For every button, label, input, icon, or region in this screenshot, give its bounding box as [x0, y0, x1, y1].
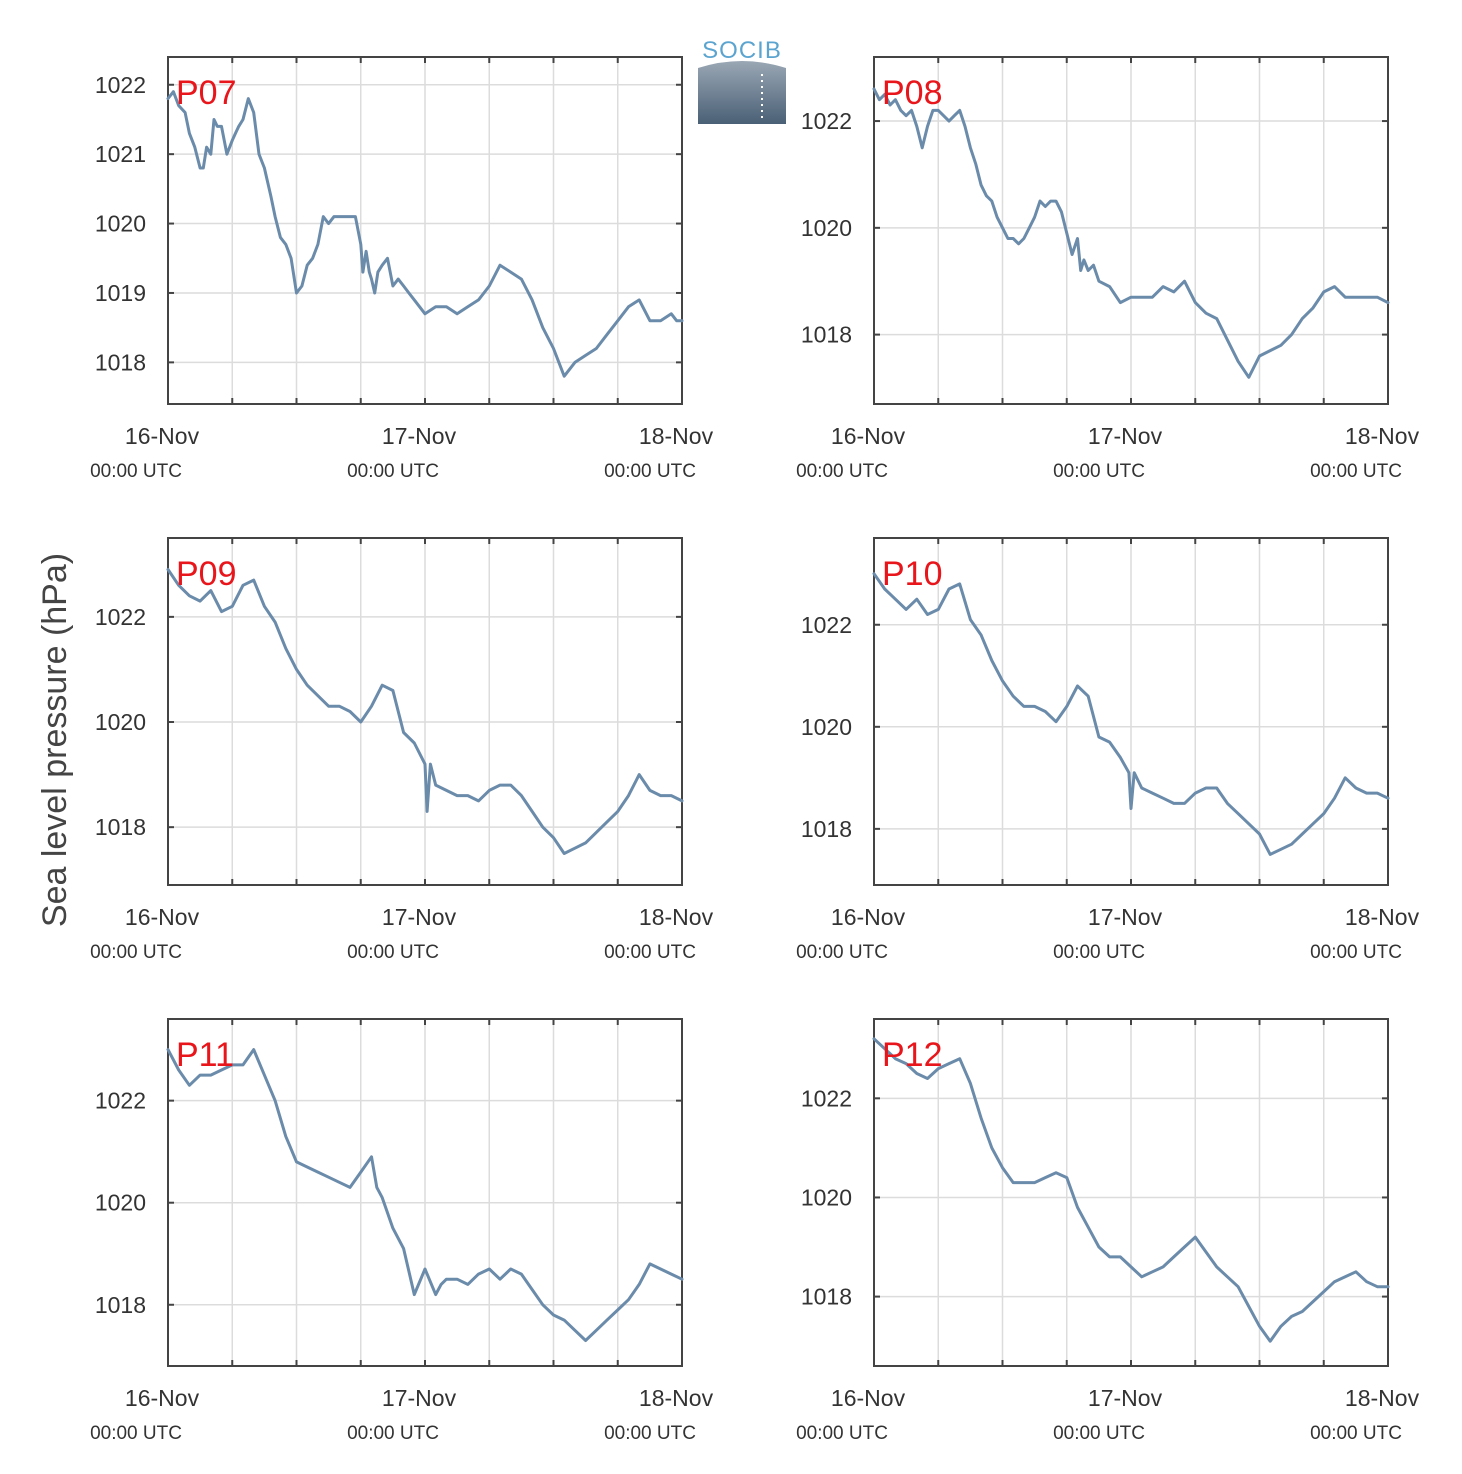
y-tick-label: 1020: [801, 215, 852, 241]
station-label: P07: [176, 74, 237, 112]
station-label: P08: [882, 74, 943, 112]
station-label: P12: [882, 1036, 943, 1074]
y-tick-label: 1021: [95, 141, 146, 167]
x-tick-time-label: 00:00 UTC: [1053, 942, 1145, 963]
x-tick-date-label: 17-Nov: [1088, 1385, 1163, 1411]
station-label: P09: [176, 555, 237, 593]
y-tick-label: 1018: [801, 322, 852, 348]
x-tick-time-label: 00:00 UTC: [604, 942, 696, 963]
x-tick-time-label: 00:00 UTC: [90, 1423, 182, 1444]
x-tick-time-label: 00:00 UTC: [796, 1423, 888, 1444]
pressure-series-line: [872, 1037, 1390, 1343]
x-tick-date-label: 17-Nov: [382, 904, 457, 930]
x-tick-date-label: 17-Nov: [1088, 904, 1163, 930]
chart-panel-p12: 1018 1020 1022 16-Nov 00:00 UTC 17-Nov 00:00 U…: [796, 1018, 1420, 1444]
pressure-series-line: [166, 90, 684, 378]
logo-wave-shape: [698, 61, 786, 124]
x-tick-date-label: 16-Nov: [831, 904, 906, 930]
x-tick-date-label: 18-Nov: [639, 1385, 714, 1411]
y-tick-label: 1022: [95, 72, 146, 98]
y-tick-label: 1018: [801, 1284, 852, 1310]
x-tick-time-label: 00:00 UTC: [1310, 942, 1402, 963]
y-tick-label: 1018: [801, 816, 852, 842]
pressure-series-line: [872, 87, 1390, 379]
x-tick-date-label: 18-Nov: [1345, 904, 1420, 930]
y-tick-label: 1022: [95, 604, 146, 630]
chart-panel-p07: 1018 1019 1020 1021 1022 16-Nov 00:00 UTC 17-No…: [90, 56, 714, 482]
x-tick-time-label: 00:00 UTC: [90, 461, 182, 482]
x-tick-time-label: 00:00 UTC: [1310, 461, 1402, 482]
y-tick-label: 1020: [801, 1184, 852, 1210]
x-tick-time-label: 00:00 UTC: [347, 1423, 439, 1444]
x-tick-date-label: 17-Nov: [382, 423, 457, 449]
x-tick-time-label: 00:00 UTC: [1053, 1423, 1145, 1444]
chart-panel-p08: 1018 1020 1022 16-Nov 00:00 UTC 17-Nov 00:00 U…: [796, 56, 1420, 482]
station-label: P11: [176, 1036, 234, 1074]
y-tick-label: 1022: [95, 1088, 146, 1114]
y-tick-label: 1022: [801, 612, 852, 638]
x-tick-date-label: 18-Nov: [639, 423, 714, 449]
y-tick-label: 1020: [95, 1190, 146, 1216]
station-label: P10: [882, 555, 943, 593]
x-tick-date-label: 18-Nov: [639, 904, 714, 930]
x-tick-date-label: 16-Nov: [831, 1385, 906, 1411]
pressure-series-line: [166, 568, 684, 855]
x-tick-time-label: 00:00 UTC: [347, 461, 439, 482]
x-tick-date-label: 16-Nov: [125, 1385, 200, 1411]
y-tick-label: 1022: [801, 1085, 852, 1111]
x-tick-date-label: 18-Nov: [1345, 423, 1420, 449]
y-tick-label: 1018: [95, 814, 146, 840]
y-tick-label: 1018: [95, 1292, 146, 1318]
chart-panel-p11: 1018 1020 1022 16-Nov 00:00 UTC 17-Nov 00:00 U…: [90, 1018, 714, 1444]
y-tick-label: 1019: [95, 280, 146, 306]
pressure-series-line: [166, 1048, 684, 1342]
x-tick-time-label: 00:00 UTC: [1053, 461, 1145, 482]
x-tick-time-label: 00:00 UTC: [604, 1423, 696, 1444]
x-tick-time-label: 00:00 UTC: [90, 942, 182, 963]
x-tick-time-label: 00:00 UTC: [604, 461, 696, 482]
y-axis-label: Sea level pressure (hPa): [36, 553, 74, 927]
chart-panel-p10: 1018 1020 1022 16-Nov 00:00 UTC 17-Nov 00:00 U…: [796, 537, 1420, 963]
socib-logo: SOCIB: [698, 37, 786, 124]
x-tick-date-label: 16-Nov: [125, 423, 200, 449]
y-tick-label: 1020: [95, 211, 146, 237]
y-tick-label: 1018: [95, 349, 146, 375]
x-tick-date-label: 16-Nov: [125, 904, 200, 930]
y-tick-label: 1020: [801, 714, 852, 740]
x-tick-date-label: 17-Nov: [382, 1385, 457, 1411]
pressure-series-line: [872, 572, 1390, 856]
logo-text: SOCIB: [702, 37, 782, 64]
x-tick-date-label: 17-Nov: [1088, 423, 1163, 449]
x-tick-date-label: 16-Nov: [831, 423, 906, 449]
x-tick-time-label: 00:00 UTC: [1310, 1423, 1402, 1444]
y-tick-label: 1022: [801, 108, 852, 134]
chart-panel-p09: 1018 1020 1022 16-Nov 00:00 UTC 17-Nov 00:00 U…: [90, 537, 714, 963]
y-tick-label: 1020: [95, 709, 146, 735]
x-tick-time-label: 00:00 UTC: [796, 942, 888, 963]
x-tick-date-label: 18-Nov: [1345, 1385, 1420, 1411]
x-tick-time-label: 00:00 UTC: [796, 461, 888, 482]
x-tick-time-label: 00:00 UTC: [347, 942, 439, 963]
